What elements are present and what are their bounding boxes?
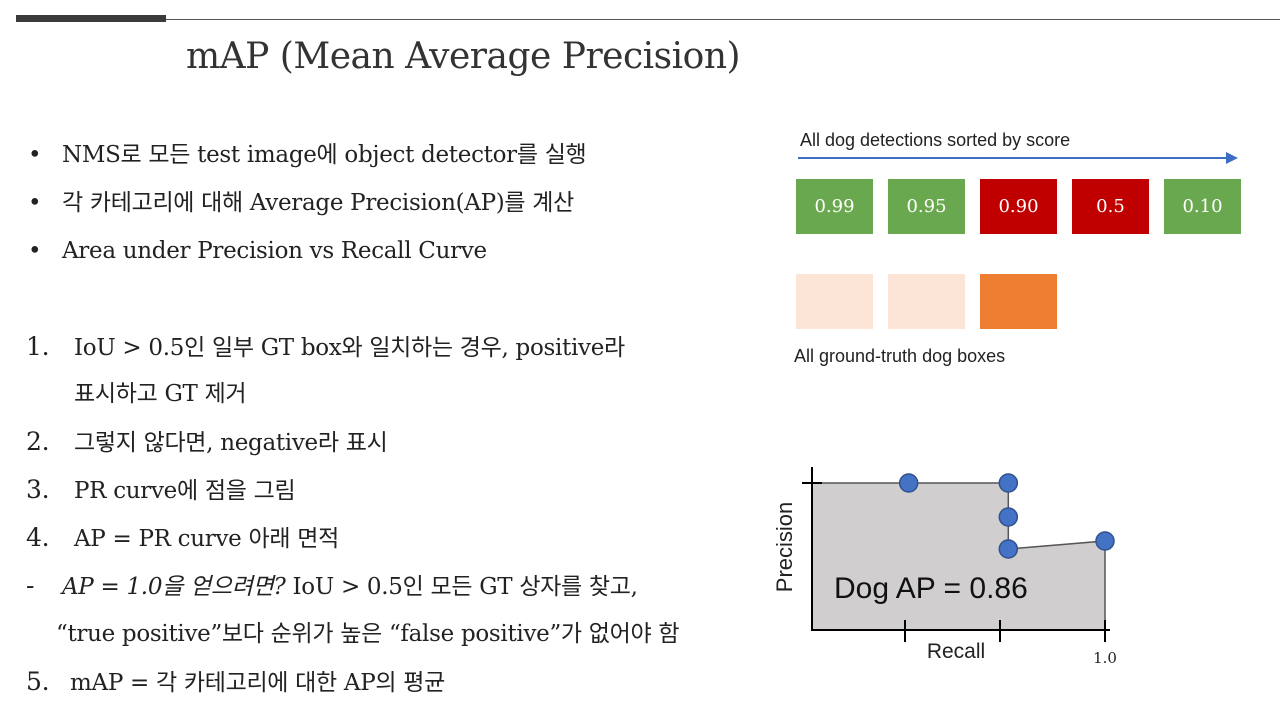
step-text: AP = PR curve 아래 면적 [74,526,339,552]
pr-point [998,539,1019,559]
pr-points [898,473,1115,559]
step-4: 4. AP = PR curve 아래 면적 [26,521,339,556]
pr-point [998,507,1019,527]
pr-point [998,473,1019,493]
pr-point [1095,531,1115,551]
bullet-list: NMS로 모든 test image에 object detector를 실행 … [28,138,587,282]
x-tick-label: 1.0 [1093,649,1117,667]
step-number: 2. [26,427,50,456]
map-diagram: All dog detections sorted by score 0.99 0… [770,110,1270,710]
step-2: 2. 그렇지 않다면, negative라 표시 [26,425,388,460]
note-question: AP = 1.0을 얻으려면? [62,574,286,600]
header-rule [166,19,1280,20]
pr-point [898,473,919,493]
step-5: 5. mAP = 각 카테고리에 대한 AP의 평균 [26,665,445,700]
detection-box: 0.10 [1164,179,1241,234]
step-1-continued: 표시하고 GT 제거 [74,381,247,407]
ground-truth-box [796,274,873,329]
note-line: - AP = 1.0을 얻으려면? IoU > 0.5인 모든 GT 상자를 찾고… [26,569,638,604]
ground-truth-label: All ground-truth dog boxes [794,346,1006,366]
step-text: mAP = 각 카테고리에 대한 AP의 평균 [70,670,445,696]
ground-truth-box [980,274,1057,329]
pr-curve-chart: Dog AP = 0.86 Precision Recall 1.0 [772,467,1117,667]
ground-truth-box [888,274,965,329]
step-1: 1. IoU > 0.5인 일부 GT box와 일치하는 경우, positiv… [26,330,625,365]
step-number: 1. [26,332,50,361]
y-axis-label: Precision [772,502,797,592]
note-text: IoU > 0.5인 모든 GT 상자를 찾고, [285,574,638,600]
slide-title: mAP (Mean Average Precision) [186,36,741,77]
x-axis-label: Recall [927,640,985,663]
arrow-right-icon [1226,152,1238,164]
step-number: 5. [26,667,50,696]
bullet-item: 각 카테고리에 대해 Average Precision(AP)를 계산 [28,186,586,234]
step-number: 3. [26,475,50,504]
step-text: IoU > 0.5인 일부 GT box와 일치하는 경우, positive라 [74,335,625,361]
note-line-2: “true positive”보다 순위가 높은 “false positive… [56,621,680,647]
dash-marker: - [26,571,35,600]
ap-area [811,482,1106,631]
bullet-item: NMS로 모든 test image에 object detector를 실행 [28,138,587,186]
bullet-item: Area under Precision vs Recall Curve [28,234,586,282]
step-text: PR curve에 점을 그림 [74,478,296,504]
detections-arrow-label: All dog detections sorted by score [800,130,1071,150]
step-number: 4. [26,523,50,552]
ap-annotation: Dog AP = 0.86 [834,572,1028,605]
arrow-line [798,157,1228,159]
step-3: 3. PR curve에 점을 그림 [26,473,296,508]
step-text: 그렇지 않다면, negative라 표시 [74,430,388,456]
detection-box: 0.99 [796,179,873,234]
detection-box: 0.90 [980,179,1057,234]
detection-box: 0.95 [888,179,965,234]
detection-box: 0.5 [1072,179,1149,234]
header-accent-bar [16,15,166,22]
